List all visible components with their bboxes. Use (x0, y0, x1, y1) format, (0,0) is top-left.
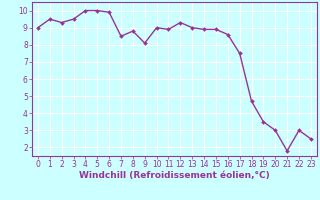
X-axis label: Windchill (Refroidissement éolien,°C): Windchill (Refroidissement éolien,°C) (79, 171, 270, 180)
